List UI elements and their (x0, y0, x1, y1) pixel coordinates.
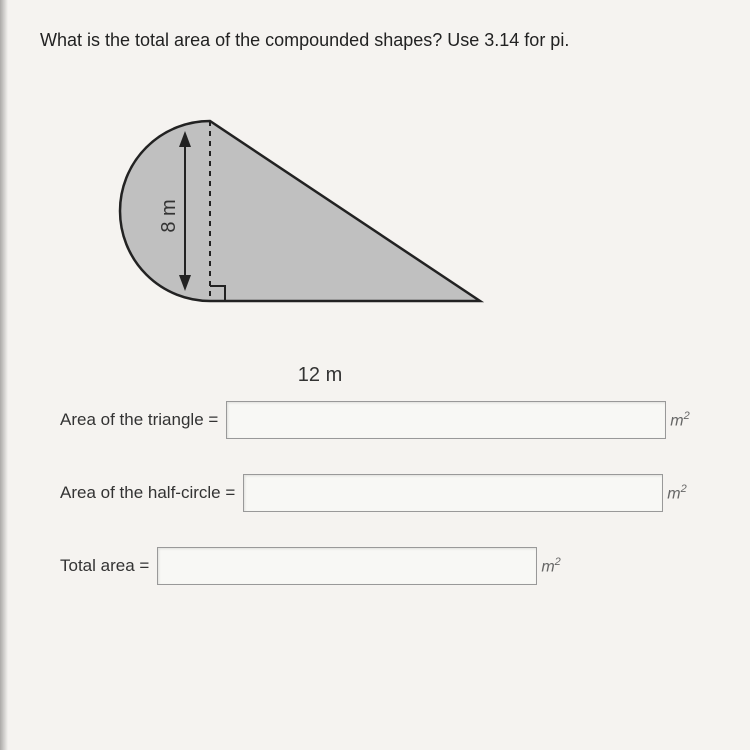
compound-shape-diagram: 8 m 12 m (90, 91, 490, 371)
triangle-unit: m2 (670, 410, 689, 430)
question-prompt: What is the total area of the compounded… (40, 30, 710, 51)
halfcircle-area-input[interactable] (243, 474, 663, 512)
halfcircle-area-label: Area of the half-circle = (60, 483, 235, 503)
triangle-area-row: Area of the triangle = m2 (60, 401, 710, 439)
triangle-area-input[interactable] (226, 401, 666, 439)
total-area-input[interactable] (157, 547, 537, 585)
halfcircle-area-row: Area of the half-circle = m2 (60, 474, 710, 512)
total-area-row: Total area = m2 (60, 547, 710, 585)
base-label: 12 m (150, 364, 490, 387)
page-left-shadow (0, 0, 8, 750)
shape-svg: 8 m (90, 91, 490, 351)
halfcircle-unit: m2 (667, 483, 686, 503)
height-label: 8 m (158, 199, 180, 232)
total-unit: m2 (541, 556, 560, 576)
triangle-area-label: Area of the triangle = (60, 410, 218, 430)
total-area-label: Total area = (60, 556, 149, 576)
